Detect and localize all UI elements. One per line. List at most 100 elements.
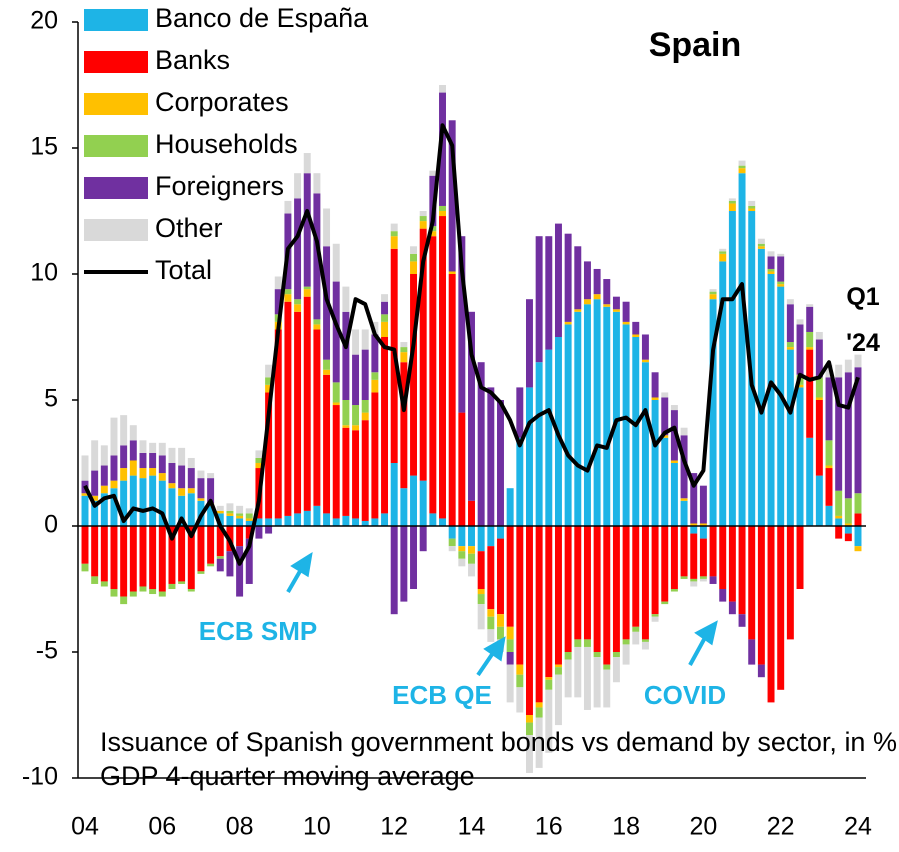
y-tick-label: 15 [30,133,58,161]
bar-segment [255,526,263,539]
legend-swatch [84,219,148,241]
bar-segment [187,526,195,589]
bar-segment [690,523,698,526]
bar-segment [91,526,99,577]
bar-segment [844,526,852,534]
bar-segment [719,248,727,252]
bar-segment [81,493,89,496]
bar-segment [777,253,785,257]
bar-segment [313,193,321,320]
bar-segment [574,309,582,312]
bar-segment [352,405,360,426]
bar-segment [709,299,717,526]
bar-segment [835,518,843,526]
bar-segment [661,392,669,398]
x-tick-label: 16 [535,813,563,841]
bar-segment [525,735,533,773]
bar-segment [303,296,311,511]
bar-segment [622,644,630,665]
x-tick-label: 18 [612,813,640,841]
bar-segment [583,639,591,647]
bar-segment [226,503,234,511]
bar-segment [777,286,785,526]
bar-segment [448,271,456,274]
bar-segment [661,526,669,602]
bar-segment [690,578,698,582]
bar-segment [661,601,669,605]
plot: -10 -5 0 5 10 15 20 04 06 08 10 12 14 16 18 20 22 24 [22,7,872,841]
bar-segment [806,306,814,332]
legend-label: Foreigners [155,171,284,201]
bar-segment [670,410,678,461]
bar-segment [448,546,456,552]
bar-segment [410,526,418,589]
bar-segment [632,626,640,632]
bar-segment [468,526,475,547]
bar-segment [854,493,862,514]
bar-segment [477,526,485,552]
bar-segment [216,558,224,572]
bar-segment [149,452,157,469]
bar-segment [381,321,389,337]
bar-segment [178,581,186,584]
bar-segment [168,583,176,589]
bar-segment [854,354,862,368]
bar-segment [806,347,814,350]
bar-segment [178,526,186,582]
bar-segment [100,581,108,587]
bar-segment [835,364,843,378]
bar-segment [265,377,273,385]
bar-segment [506,626,514,640]
bar-segment [332,405,340,519]
bar-segment [583,646,591,710]
bar-segment [719,251,727,254]
y-tick-label: 5 [44,385,58,413]
bar-segment [187,457,195,469]
bar-segment [632,526,640,627]
bar-segment [149,526,157,589]
bar-segment [400,488,408,526]
bar-segment [835,377,843,491]
bar-segment [786,526,794,640]
bar-segment [728,203,736,211]
bar-segment [719,526,727,589]
bar-segment [487,546,495,610]
bar-segment [574,246,582,310]
bar-segment [815,397,823,400]
bar-segment [294,299,302,305]
bar-segment [603,279,611,305]
bar-segment [748,208,756,211]
bar-segment [796,387,804,526]
annotation: ECB SMP [199,616,317,646]
bar-segment [670,463,678,526]
bar-segment [757,248,765,527]
bar-segment [728,198,736,201]
bar-segment [129,475,137,526]
bar-segment [516,437,524,526]
bar-segment [245,520,253,526]
bar-segment [815,377,823,398]
bar-segment [622,526,630,640]
chart-title: Spain [649,26,742,64]
bar-segment [410,246,418,254]
bar-segment [806,331,814,348]
bar-segment [245,518,253,521]
bar-segment [516,687,524,713]
bar-segment [670,460,678,463]
legend-label: Banco de España [155,3,369,33]
bar-segment [178,447,186,466]
bar-segment [622,321,630,325]
bar-segment [448,526,456,539]
bar-segment [564,324,572,526]
bar-segment [709,576,717,584]
bar-segment [149,589,157,595]
bar-segment [139,478,147,526]
bar-segment [670,405,678,411]
bar-segment [100,445,108,466]
bar-segment [497,614,504,627]
bar-segment [719,253,727,262]
bar-segment [439,211,446,217]
bar-segment [255,518,263,526]
x-tick-label: 12 [380,813,408,841]
bar-segment [236,513,244,516]
